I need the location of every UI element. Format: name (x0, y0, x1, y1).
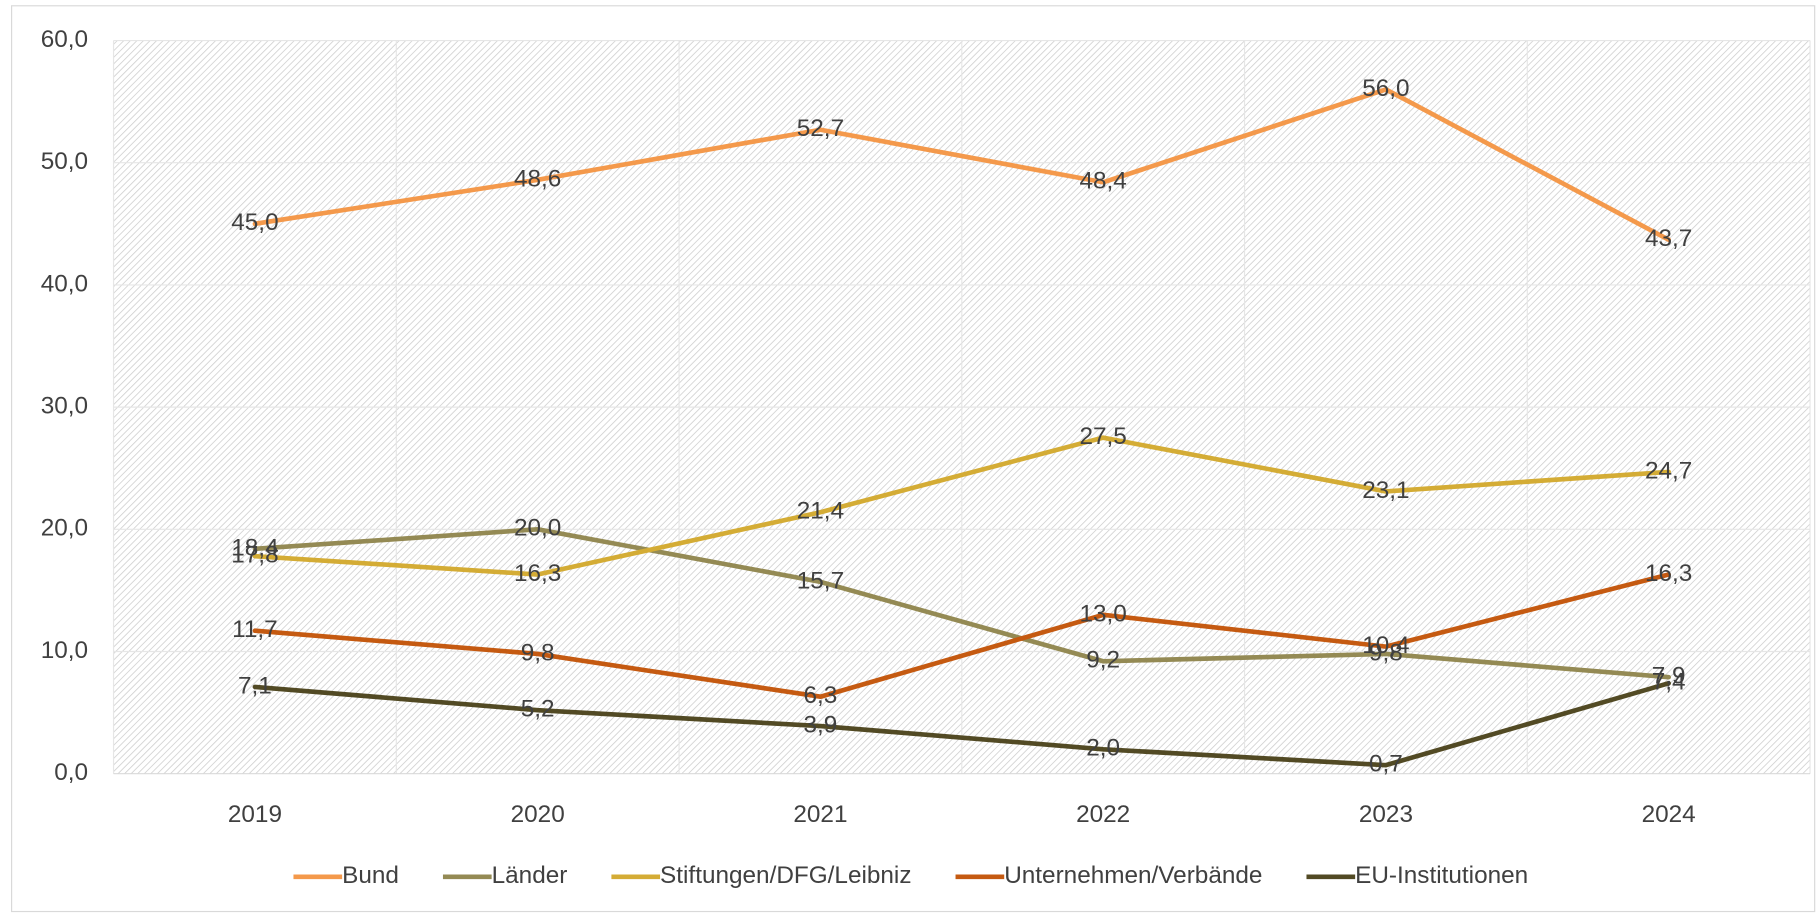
series-line (252, 680, 1671, 768)
data-label: 48,4 (1080, 168, 1127, 195)
data-label: 7,4 (1652, 669, 1686, 696)
y-tick-label: 30,0 (41, 393, 88, 420)
data-label: 10,4 (1362, 632, 1409, 659)
data-label: 0,7 (1369, 751, 1403, 778)
data-label: 56,0 (1362, 75, 1409, 102)
x-tick-label: 2024 (1642, 801, 1696, 828)
data-label: 11,7 (232, 616, 278, 643)
series-line (252, 435, 1671, 577)
y-tick-label: 20,0 (41, 515, 88, 542)
data-label: 13,0 (1080, 600, 1127, 627)
x-tick-label: 2020 (511, 801, 565, 828)
data-label: 5,2 (521, 696, 555, 723)
data-label: 21,4 (797, 498, 844, 525)
data-label: 3,9 (804, 711, 838, 738)
x-tick-label: 2022 (1076, 801, 1130, 828)
legend-label: Länder (492, 862, 568, 889)
legend-item: Bund (293, 862, 399, 889)
legend-item: EU-Institutionen (1306, 862, 1528, 889)
data-label: 16,3 (514, 560, 561, 587)
series-line (252, 572, 1671, 700)
data-label: 17,8 (231, 542, 278, 569)
data-label: 9,8 (1369, 639, 1403, 666)
data-label: 52,7 (797, 115, 844, 142)
y-tick-label: 60,0 (41, 26, 88, 53)
series-line (252, 526, 1671, 680)
x-tick-label: 2021 (793, 801, 847, 828)
data-label: 24,7 (1645, 457, 1692, 484)
legend-item: Stiftungen/DFG/Leibniz (611, 862, 912, 889)
legend-item: Länder (442, 862, 568, 889)
data-label: 48,6 (514, 165, 561, 192)
data-label: 7,1 (238, 672, 272, 699)
data-label: 6,3 (804, 682, 838, 709)
y-tick-label: 10,0 (41, 637, 88, 664)
x-tick-label: 2019 (228, 801, 282, 828)
y-tick-label: 40,0 (41, 270, 88, 297)
legend-label: Unternehmen/Verbände (1004, 862, 1262, 889)
legend-label: Bund (342, 862, 399, 889)
y-tick-label: 50,0 (41, 148, 88, 175)
legend-item: Unternehmen/Verbände (955, 862, 1262, 889)
data-label: 43,7 (1645, 225, 1692, 252)
y-tick-label: 0,0 (54, 759, 88, 786)
data-label: 27,5 (1080, 423, 1127, 450)
data-label: 7,9 (1652, 663, 1686, 690)
data-label: 20,0 (514, 515, 561, 542)
legend-label: EU-Institutionen (1355, 862, 1528, 889)
data-label: 16,3 (1645, 560, 1692, 587)
data-label: 9,8 (521, 639, 555, 666)
series-line (252, 87, 1671, 243)
data-label: 45,0 (231, 209, 278, 236)
x-tick-label: 2023 (1359, 801, 1413, 828)
data-label: 23,1 (1362, 477, 1409, 504)
data-label: 18,4 (231, 534, 278, 561)
data-label: 15,7 (797, 567, 844, 594)
data-label: 9,2 (1086, 647, 1120, 674)
data-label: 2,0 (1086, 735, 1120, 762)
legend-label: Stiftungen/DFG/Leibniz (660, 862, 911, 889)
